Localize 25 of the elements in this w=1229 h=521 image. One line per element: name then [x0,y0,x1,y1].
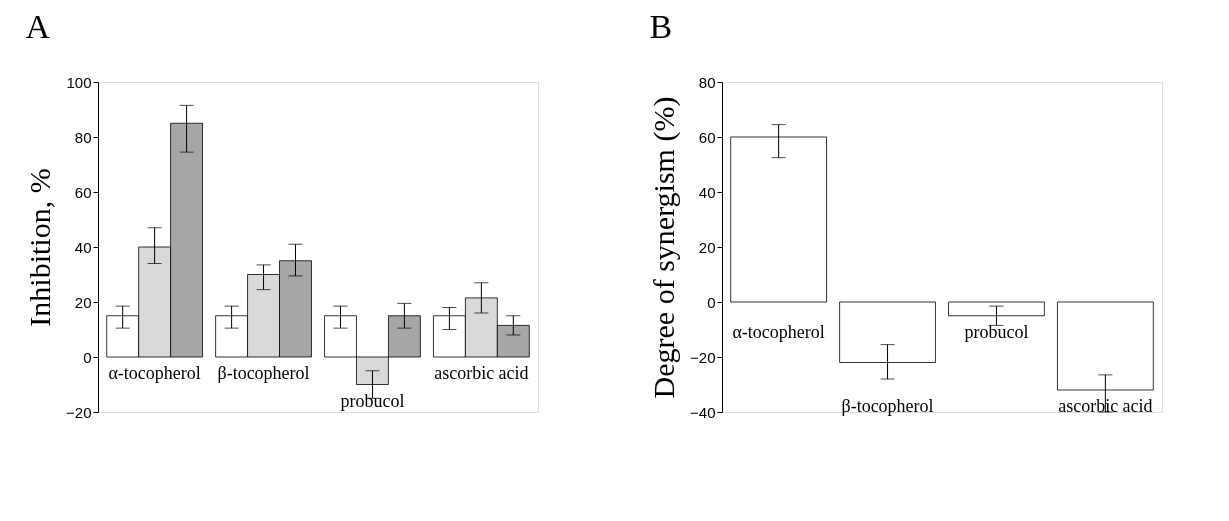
y-tick-label: 20 [698,238,716,256]
category-label: β-tocopherol [841,396,934,416]
y-tick-label: 20 [74,293,92,311]
y-tick-label: 0 [83,348,92,366]
category-label: α-tocopherol [732,321,825,342]
y-tick-label: 100 [66,73,92,91]
chart-title: A [25,8,51,45]
category-label: α-tocopherol [108,363,201,383]
y-tick-label: −20 [66,403,92,421]
category-label: probucol [340,390,405,411]
y-tick-label: 80 [698,73,716,91]
category-label: probucol [964,321,1029,342]
y-tick-label: 60 [698,128,716,146]
category-label: ascorbic acid [434,363,529,383]
category-label: β-tocopherol [217,363,310,383]
y-axis-title: Degree of synergism (%) [647,96,682,399]
y-tick-label: 40 [698,183,716,201]
chart-title: B [649,8,673,45]
y-tick-label: −20 [690,348,716,366]
y-tick-label: 60 [74,183,92,201]
y-tick-label: 80 [74,128,92,146]
y-tick-label: −40 [690,403,716,421]
y-tick-label: 40 [74,238,92,256]
y-axis-title: Inhibition, % [23,168,57,327]
y-tick-label: 0 [707,293,716,311]
